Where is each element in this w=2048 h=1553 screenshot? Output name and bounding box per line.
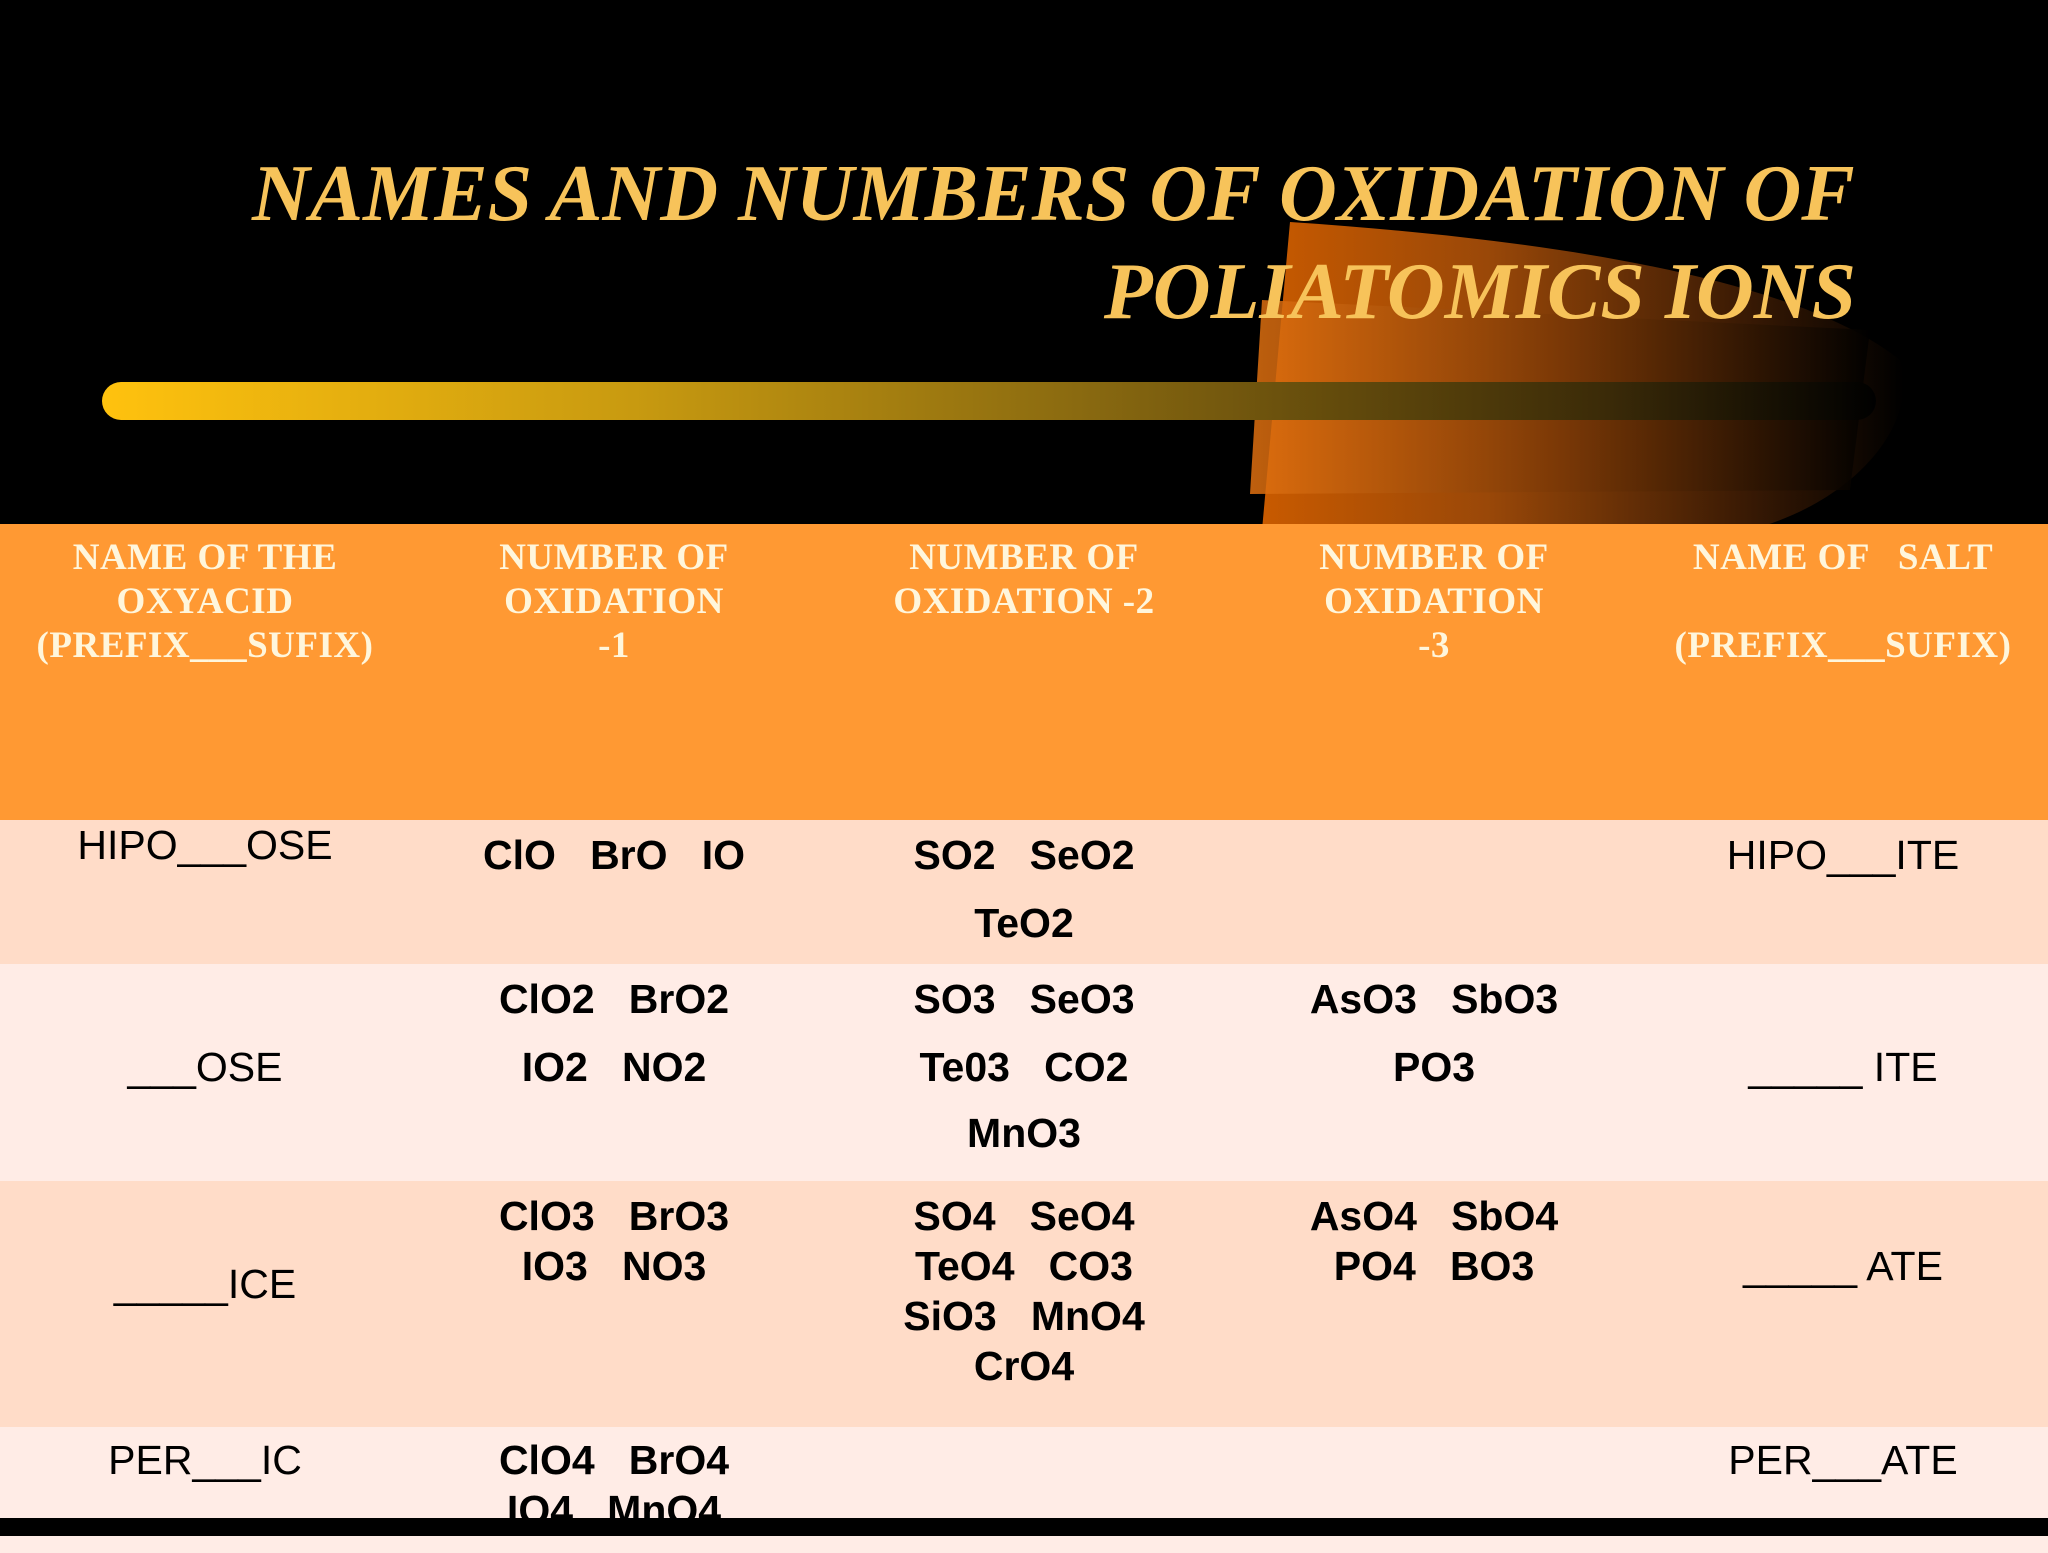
salt-name-cell: _____ ITE [1638, 964, 2048, 1181]
slide-title-line-2: POLIATOMICS IONS [1103, 248, 1856, 336]
ox3-cell: AsO3 SbO3 PO3 [1230, 964, 1638, 1181]
ox1-cell: ClO2 BrO2 IO2 NO2 [410, 964, 818, 1181]
acid-name-cell: ___OSE [0, 964, 410, 1181]
header-salt-name: NAME OF SALT (PREFIX___SUFIX) [1638, 524, 2048, 820]
ox3-cell [1230, 820, 1638, 964]
header-oxidation-minus-3: NUMBER OF OXIDATION -3 [1230, 524, 1638, 820]
bottom-border [0, 1518, 2048, 1536]
header-oxidation-minus-2: NUMBER OF OXIDATION -2 [818, 524, 1230, 820]
ox2-cell: SO2 SeO2 TeO2 [818, 820, 1230, 964]
oxidation-table: NAME OF THE OXYACID (PREFIX___SUFIX) NUM… [0, 524, 2048, 1553]
table-row: HIPO___OSE ClO BrO IO SO2 SeO2 TeO2 HIPO… [0, 820, 2048, 964]
salt-name-cell: HIPO___ITE [1638, 820, 2048, 964]
acid-name-cell: HIPO___OSE [0, 820, 410, 964]
salt-name-cell: _____ ATE [1638, 1181, 2048, 1427]
ox3-cell: AsO4 SbO4 PO4 BO3 [1230, 1181, 1638, 1427]
acid-name-cell: _____ICE [0, 1181, 410, 1427]
table-row: ___OSE ClO2 BrO2 IO2 NO2 SO3 SeO3 Te03 C… [0, 964, 2048, 1181]
header-oxyacid-name: NAME OF THE OXYACID (PREFIX___SUFIX) [0, 524, 410, 820]
header-oxidation-minus-1: NUMBER OF OXIDATION -1 [410, 524, 818, 820]
ox1-cell: ClO3 BrO3 IO3 NO3 [410, 1181, 818, 1427]
ox2-cell: SO4 SeO4 TeO4 CO3 SiO3 MnO4 CrO4 [818, 1181, 1230, 1427]
table-row: _____ICE ClO3 BrO3 IO3 NO3 SO4 SeO4 TeO4… [0, 1181, 2048, 1427]
ox2-cell: SO3 SeO3 Te03 CO2 MnO3 [818, 964, 1230, 1181]
title-underline-bar [102, 382, 1876, 420]
ox1-cell: ClO BrO IO [410, 820, 818, 964]
table-header-row: NAME OF THE OXYACID (PREFIX___SUFIX) NUM… [0, 524, 2048, 820]
slide-title-line-1: NAMES AND NUMBERS OF OXIDATION OF [252, 150, 1855, 238]
